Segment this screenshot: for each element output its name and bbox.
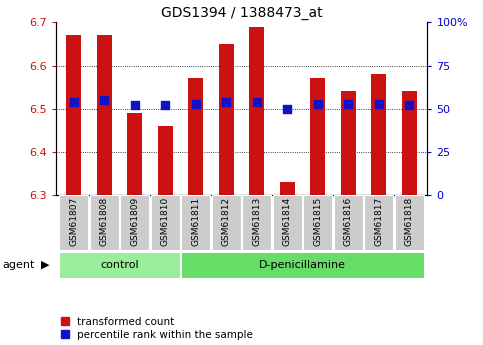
Bar xyxy=(310,79,326,195)
Point xyxy=(161,102,169,108)
FancyBboxPatch shape xyxy=(120,195,149,250)
Text: GSM61809: GSM61809 xyxy=(130,197,139,246)
FancyBboxPatch shape xyxy=(272,195,302,250)
FancyBboxPatch shape xyxy=(212,195,241,250)
Point xyxy=(70,99,78,105)
Text: GSM61812: GSM61812 xyxy=(222,197,231,246)
Bar xyxy=(249,27,264,195)
Text: GSM61818: GSM61818 xyxy=(405,197,413,246)
Text: GSM61810: GSM61810 xyxy=(161,197,170,246)
Point xyxy=(100,97,108,103)
FancyBboxPatch shape xyxy=(334,195,363,250)
Point xyxy=(253,99,261,105)
Point xyxy=(192,101,199,106)
Bar xyxy=(280,182,295,195)
Legend: transformed count, percentile rank within the sample: transformed count, percentile rank withi… xyxy=(61,317,253,340)
FancyBboxPatch shape xyxy=(242,195,271,250)
Text: GSM61807: GSM61807 xyxy=(70,197,78,246)
Bar xyxy=(157,126,173,195)
Bar xyxy=(66,36,82,195)
Point xyxy=(222,99,230,105)
FancyBboxPatch shape xyxy=(181,195,211,250)
Point xyxy=(314,101,322,106)
Text: agent: agent xyxy=(2,260,35,270)
Text: GSM61811: GSM61811 xyxy=(191,197,200,246)
Text: GSM61815: GSM61815 xyxy=(313,197,322,246)
FancyBboxPatch shape xyxy=(151,195,180,250)
Point xyxy=(131,102,139,108)
FancyBboxPatch shape xyxy=(59,195,88,250)
Text: GSM61817: GSM61817 xyxy=(374,197,383,246)
Bar xyxy=(97,36,112,195)
Point xyxy=(405,102,413,108)
Text: GSM61814: GSM61814 xyxy=(283,197,292,246)
Text: control: control xyxy=(100,260,139,270)
Point xyxy=(284,106,291,111)
Point xyxy=(375,101,383,106)
FancyBboxPatch shape xyxy=(181,252,424,278)
Text: GSM61813: GSM61813 xyxy=(252,197,261,246)
Point xyxy=(344,101,352,106)
Text: D-penicillamine: D-penicillamine xyxy=(259,260,346,270)
Bar xyxy=(401,91,417,195)
Bar xyxy=(371,74,386,195)
FancyBboxPatch shape xyxy=(395,195,424,250)
FancyBboxPatch shape xyxy=(90,195,119,250)
Bar xyxy=(188,79,203,195)
Text: GSM61808: GSM61808 xyxy=(100,197,109,246)
FancyBboxPatch shape xyxy=(59,252,180,278)
FancyBboxPatch shape xyxy=(303,195,332,250)
Bar xyxy=(219,44,234,195)
FancyBboxPatch shape xyxy=(364,195,393,250)
Bar xyxy=(341,91,356,195)
Title: GDS1394 / 1388473_at: GDS1394 / 1388473_at xyxy=(161,6,322,20)
Text: GSM61816: GSM61816 xyxy=(344,197,353,246)
Bar xyxy=(127,113,142,195)
Text: ▶: ▶ xyxy=(41,260,49,270)
